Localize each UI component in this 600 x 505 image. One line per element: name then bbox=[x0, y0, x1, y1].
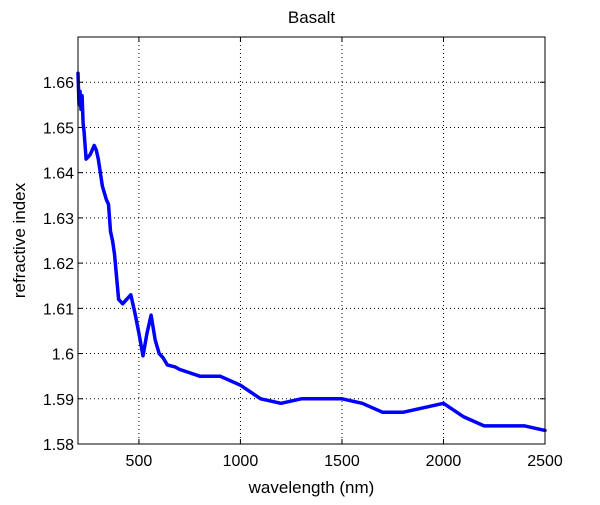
y-tick-label: 1.66 bbox=[43, 75, 74, 92]
y-tick-label: 1.58 bbox=[43, 437, 74, 454]
plot-frame bbox=[77, 36, 546, 445]
series-line bbox=[76, 71, 547, 433]
x-tick-label: 2500 bbox=[527, 453, 563, 470]
x-tick-label: 1000 bbox=[223, 453, 259, 470]
series-layer bbox=[76, 71, 547, 433]
x-tick-label: 2000 bbox=[426, 453, 462, 470]
y-tick-label: 1.63 bbox=[43, 211, 74, 228]
x-tick-label: 500 bbox=[126, 453, 153, 470]
y-tick-label: 1.65 bbox=[43, 120, 74, 137]
plot-area bbox=[78, 37, 545, 444]
y-tick-label: 1.64 bbox=[43, 166, 74, 183]
y-axis-label: refractive index bbox=[10, 182, 29, 298]
y-tick-label: 1.6 bbox=[52, 347, 74, 364]
x-axis-label: wavelength (nm) bbox=[248, 478, 375, 497]
axis-ticks: 500 1000 1500 2000 2500 1.58 1.59 1.6 1.61 1.62 1.… bbox=[43, 37, 563, 470]
x-tick-label: 1500 bbox=[324, 453, 360, 470]
y-tick-label: 1.62 bbox=[43, 256, 74, 273]
y-tick-label: 1.61 bbox=[43, 301, 74, 318]
y-tick-label: 1.59 bbox=[43, 392, 74, 409]
chart-title: Basalt bbox=[288, 8, 336, 27]
